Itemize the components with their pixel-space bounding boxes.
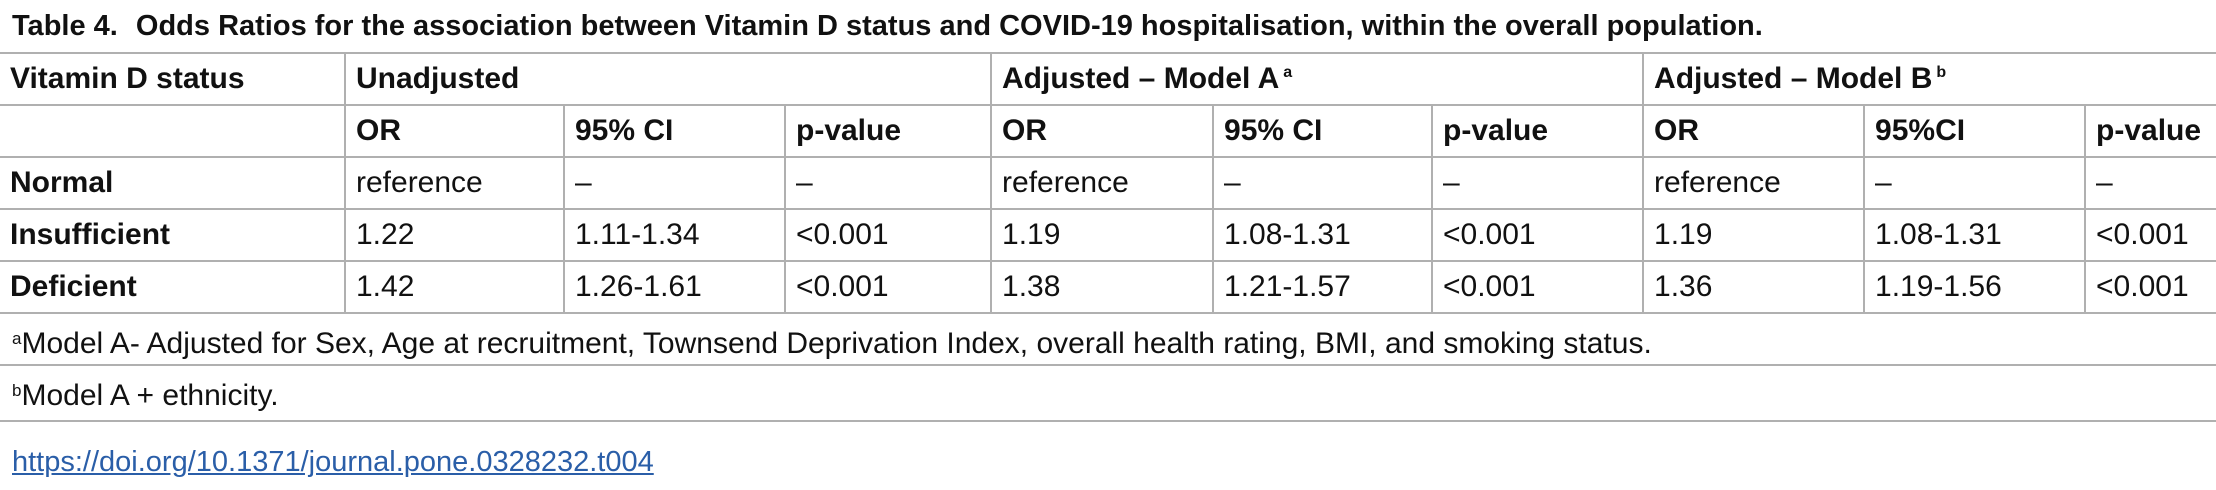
table-cell: reference [344,157,564,210]
footnote-a: aModel A- Adjusted for Sex, Age at recru… [12,326,1652,362]
table-cell: 1.19 [990,209,1214,262]
odds-ratio-table: Vitamin D status Unadjusted Adjusted – M… [0,52,2216,314]
table-caption: Table 4. Odds Ratios for the association… [12,8,1763,44]
footnote-marker-a: a [1283,64,1293,81]
group-header-unadjusted: Unadjusted [343,52,992,106]
table-cell: – [1212,157,1433,210]
column-header: 95%CI [1863,105,2086,158]
table-cell: 1.08-1.31 [1212,209,1433,262]
table-row: Insufficient 1.22 1.11-1.34 <0.001 1.19 … [0,209,2216,262]
table-cell: – [563,157,785,210]
table-cell: – [2084,157,2216,210]
table-cell: – [1431,157,1644,210]
header-row-columns: OR 95% CI p-value OR 95% CI p-value OR 9… [0,105,2216,158]
table-cell: <0.001 [1431,261,1644,314]
footnote-divider [0,364,2216,366]
table-cell: <0.001 [783,209,992,262]
header-row-groups: Vitamin D status Unadjusted Adjusted – M… [0,52,2216,106]
footnote-a-text: Model A- Adjusted for Sex, Age at recrui… [21,327,1652,360]
doi-divider [0,420,2216,422]
footnote-marker-b: b [1936,64,1947,81]
table-row: Normal reference – – reference – – refer… [0,157,2216,210]
row-label: Normal [0,157,345,210]
table-cell: 1.42 [344,261,564,314]
table-label: Table 4. [12,10,118,42]
table-cell: – [783,157,992,210]
row-label: Insufficient [0,209,345,262]
table-cell: <0.001 [1431,209,1644,262]
table-cell: <0.001 [2084,209,2216,262]
row-label: Deficient [0,261,345,314]
table-cell: 1.21-1.57 [1212,261,1433,314]
table-cell: <0.001 [783,261,992,314]
table-cell: 1.11-1.34 [563,209,785,262]
empty-header-cell [0,105,345,158]
column-header: 95% CI [1212,105,1433,158]
doi-link[interactable]: https://doi.org/10.1371/journal.pone.032… [12,446,654,478]
table-cell: 1.08-1.31 [1863,209,2086,262]
table-title: Odds Ratios for the association between … [135,10,1763,42]
table-cell: 1.26-1.61 [563,261,785,314]
table-cell: 1.19 [1642,209,1865,262]
footnote-a-marker: a [12,329,22,348]
footnote-b-marker: b [12,381,22,400]
table-cell: reference [990,157,1214,210]
table-row: Deficient 1.42 1.26-1.61 <0.001 1.38 1.2… [0,261,2216,314]
table-cell: 1.22 [344,209,564,262]
table-cell: – [1863,157,2086,210]
column-header: 95% CI [563,105,785,158]
table-cell: 1.38 [990,261,1214,314]
column-header: p-value [2084,105,2216,158]
column-header: p-value [1431,105,1644,158]
footnote-b-text: Model A + ethnicity. [21,379,279,412]
footnote-b: bModel A + ethnicity. [12,378,279,414]
column-header: OR [344,105,564,158]
table-cell: reference [1642,157,1865,210]
column-header: OR [990,105,1214,158]
row-header-cell: Vitamin D status [0,52,345,106]
table-cell: 1.19-1.56 [1863,261,2086,314]
column-header: p-value [783,105,992,158]
table-cell: <0.001 [2084,261,2216,314]
column-header: OR [1642,105,1865,158]
table-cell: 1.36 [1642,261,1865,314]
